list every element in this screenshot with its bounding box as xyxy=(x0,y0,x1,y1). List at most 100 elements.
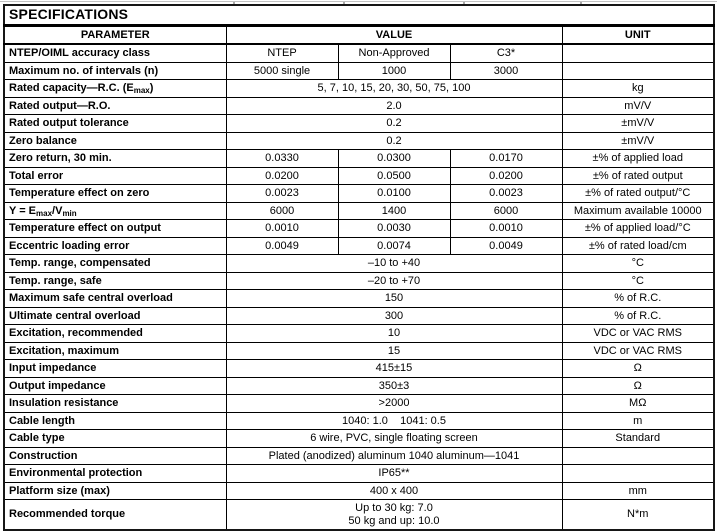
spec-row: Cable length 1040: 1.0 1041: 0.5 m xyxy=(4,411,714,430)
value-cell: 1000 xyxy=(338,61,451,80)
unit-cell: °C xyxy=(562,254,714,272)
parameter-cell: Y = Emax/Vmin xyxy=(4,201,227,220)
unit-cell: ±% of rated output/°C xyxy=(562,184,714,202)
unit-cell: mm xyxy=(562,481,714,500)
unit-cell xyxy=(562,464,714,482)
spec-row: Excitation, maximum 15 VDC or VAC RMS xyxy=(4,341,714,360)
unit-cell: ±mV/V xyxy=(562,131,714,150)
parameter-cell: Rated capacity—R.C. (Emax) xyxy=(4,79,227,97)
parameter-cell: Cable type xyxy=(4,429,227,447)
specifications-table: SPECIFICATIONS PARAMETER VALUE UNIT NTEP… xyxy=(3,4,715,531)
unit-cell: Ω xyxy=(562,359,714,377)
parameter-cell: Temp. range, safe xyxy=(4,271,227,290)
spec-row: Environmental protection IP65** xyxy=(4,464,714,482)
value-cell: 6000 xyxy=(450,201,563,220)
unit-cell: % of R.C. xyxy=(562,289,714,307)
value-cell: 5, 7, 10, 15, 20, 30, 50, 75, 100 xyxy=(226,79,563,97)
remnant-tick xyxy=(343,2,345,5)
value-cell: 0.0330 xyxy=(226,149,339,167)
spec-row: Insulation resistance >2000 MΩ xyxy=(4,394,714,412)
value-cell: 0.2 xyxy=(226,114,563,132)
spec-row: Temp. range, safe –20 to +70 °C xyxy=(4,271,714,290)
column-header-row: PARAMETER VALUE UNIT xyxy=(4,25,714,45)
parameter-cell: Input impedance xyxy=(4,359,227,377)
spec-row: Temp. range, compensated –10 to +40 °C xyxy=(4,254,714,272)
value-cell: 2.0 xyxy=(226,96,563,115)
spec-row: NTEP/OIML accuracy class NTEP Non-Approved… xyxy=(4,43,714,62)
parameter-cell: Rated output—R.O. xyxy=(4,96,227,115)
parameter-cell: Construction xyxy=(4,446,227,465)
parameter-cell: Maximum safe central overload xyxy=(4,289,227,307)
parameter-cell: Temperature effect on zero xyxy=(4,184,227,202)
parameter-cell: Cable length xyxy=(4,411,227,430)
spec-row: Zero return, 30 min. 0.0330 0.0300 0.0170 ±%… xyxy=(4,149,714,167)
value-cell: 3000 xyxy=(450,61,563,80)
spec-row: Zero balance 0.2 ±mV/V xyxy=(4,131,714,150)
unit-cell: Standard xyxy=(562,429,714,447)
spec-row: Temperature effect on zero 0.0023 0.0100 0.… xyxy=(4,184,714,202)
unit-cell xyxy=(562,61,714,80)
parameter-cell: Rated output tolerance xyxy=(4,114,227,132)
value-cell: 0.0500 xyxy=(338,166,451,185)
value-cell: 400 x 400 xyxy=(226,481,563,500)
value-cell: IP65** xyxy=(226,464,563,482)
unit-cell: °C xyxy=(562,271,714,290)
value-cell: 0.0049 xyxy=(450,236,563,255)
unit-cell: VDC or VAC RMS xyxy=(562,341,714,360)
value-cell: 0.0010 xyxy=(226,219,339,237)
parameter-cell: NTEP/OIML accuracy class xyxy=(4,43,227,62)
column-header-unit: UNIT xyxy=(562,25,714,45)
spec-row: Maximum no. of intervals (n) 5000 single 1… xyxy=(4,61,714,80)
value-cell: Non-Approved xyxy=(338,43,451,62)
value-cell: 0.0300 xyxy=(338,149,451,167)
value-cell: 0.0170 xyxy=(450,149,563,167)
parameter-cell: Zero balance xyxy=(4,131,227,150)
spec-row: Ultimate central overload 300% of R.C. xyxy=(4,306,714,325)
value-cell: 150 xyxy=(226,289,563,307)
spec-row: Y = Emax/Vmin 6000 1400 6000 Maximum availab… xyxy=(4,201,714,220)
unit-cell: Ω xyxy=(562,376,714,395)
remnant-tick xyxy=(580,2,582,5)
column-header-parameter: PARAMETER xyxy=(4,25,227,45)
unit-cell: ±% of rated output xyxy=(562,166,714,185)
spec-row: Total error 0.0200 0.0500 0.0200 ±% of rated… xyxy=(4,166,714,185)
unit-cell: N*m xyxy=(562,499,714,530)
value-cell: C3* xyxy=(450,43,563,62)
value-cell: >2000 xyxy=(226,394,563,412)
value-cell: 6000 xyxy=(226,201,339,220)
value-cell: 5000 single xyxy=(226,61,339,80)
spec-row: Recommended torque Up to 30 kg: 7.0 50 kg … xyxy=(4,499,714,530)
spec-row: Rated output—R.O. 2.0 mV/V xyxy=(4,96,714,115)
table-title-row: SPECIFICATIONS xyxy=(4,5,714,27)
parameter-cell: Ultimate central overload xyxy=(4,306,227,325)
value-cell: 350±3 xyxy=(226,376,563,395)
parameter-cell: Excitation, maximum xyxy=(4,341,227,360)
parameter-cell: Recommended torque xyxy=(4,499,227,530)
unit-cell: m xyxy=(562,411,714,430)
value-cell: 0.0010 xyxy=(450,219,563,237)
parameter-cell: Platform size (max) xyxy=(4,481,227,500)
cropped-row-remnant xyxy=(0,1,717,5)
parameter-cell: Maximum no. of intervals (n) xyxy=(4,61,227,80)
parameter-cell: Environmental protection xyxy=(4,464,227,482)
unit-cell xyxy=(562,446,714,465)
unit-cell: ±mV/V xyxy=(562,114,714,132)
value-cell: 0.0100 xyxy=(338,184,451,202)
value-cell: 0.0049 xyxy=(226,236,339,255)
unit-cell: ±% of rated load/cm xyxy=(562,236,714,255)
remnant-tick xyxy=(233,2,235,5)
table-body: NTEP/OIML accuracy class NTEP Non-Approved… xyxy=(4,43,714,530)
value-cell: 0.0030 xyxy=(338,219,451,237)
unit-cell: ±% of applied load/°C xyxy=(562,219,714,237)
spec-row: Input impedance 415±15 Ω xyxy=(4,359,714,377)
spec-row: Output impedance 350±3 Ω xyxy=(4,376,714,395)
parameter-cell: Output impedance xyxy=(4,376,227,395)
unit-cell: VDC or VAC RMS xyxy=(562,324,714,342)
value-cell: 0.0023 xyxy=(226,184,339,202)
value-cell: 0.0074 xyxy=(338,236,451,255)
unit-cell: ±% of applied load xyxy=(562,149,714,167)
value-cell: 300 xyxy=(226,306,563,325)
value-cell: Up to 30 kg: 7.0 50 kg and up: 10.0 xyxy=(226,499,563,530)
unit-cell xyxy=(562,43,714,62)
value-cell: 6 wire, PVC, single floating screen xyxy=(226,429,563,447)
